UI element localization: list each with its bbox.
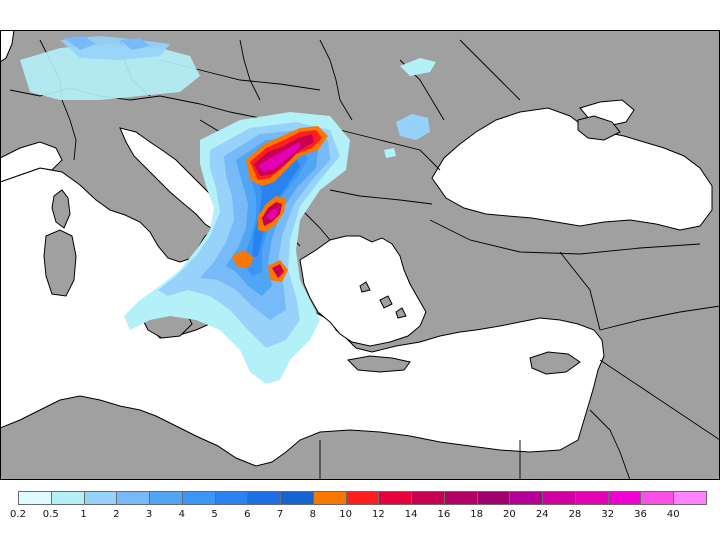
legend-swatch xyxy=(149,491,183,505)
legend-label: 14 xyxy=(404,509,418,520)
crimea xyxy=(577,115,621,141)
legend-label: 10 xyxy=(339,509,352,520)
legend-swatch xyxy=(345,491,380,505)
legend-label: 20 xyxy=(503,509,516,520)
legend-swatch xyxy=(280,491,314,505)
legend-swatch xyxy=(181,491,216,505)
legend-swatch xyxy=(476,491,511,505)
legend-label: 40 xyxy=(666,509,680,520)
legend-label: 24 xyxy=(535,509,549,520)
cyprus xyxy=(529,351,581,375)
legend-swatch xyxy=(411,491,445,505)
legend-swatch xyxy=(574,491,609,505)
legend-swatch xyxy=(312,491,347,505)
legend-swatch xyxy=(214,491,249,505)
legend-label: 3 xyxy=(145,509,153,520)
ligurian-sea xyxy=(0,141,63,183)
legend-swatch xyxy=(50,491,85,505)
legend-swatch xyxy=(542,491,576,505)
sardinia xyxy=(43,229,77,297)
aegean-island-b xyxy=(359,281,371,293)
legend-label: 16 xyxy=(437,509,451,520)
legend-swatch xyxy=(18,491,52,505)
legend-swatch xyxy=(509,491,544,505)
legend-label: 1 xyxy=(80,509,87,520)
precipitation-legend xyxy=(0,480,720,540)
legend-label: 7 xyxy=(276,509,284,520)
legend-swatch xyxy=(378,491,413,505)
legend-label: 2 xyxy=(113,509,120,520)
crete xyxy=(346,355,411,373)
legend-label: 0.2 xyxy=(10,509,26,520)
legend-label: 28 xyxy=(568,509,582,520)
legend-swatch xyxy=(607,491,642,505)
legend-label: 0.5 xyxy=(42,509,59,520)
legend-swatch xyxy=(116,491,151,505)
aegean-island-c xyxy=(395,307,407,319)
legend-label: 12 xyxy=(372,509,385,520)
corsica xyxy=(51,189,71,229)
islands xyxy=(43,115,621,375)
legend-swatch xyxy=(673,491,707,505)
legend-swatch xyxy=(247,491,282,505)
aegean-island-a xyxy=(379,295,393,309)
legend-label: 36 xyxy=(634,509,647,520)
legend-label: 8 xyxy=(309,509,317,520)
legend-swatch xyxy=(640,491,675,505)
precipitation-overlay xyxy=(20,36,436,384)
top-band xyxy=(0,0,720,30)
legend-label: 6 xyxy=(244,509,251,520)
legend-label: 4 xyxy=(178,509,185,520)
legend-label: 18 xyxy=(470,509,484,520)
legend-label: 32 xyxy=(601,509,615,520)
legend-label: 5 xyxy=(211,509,218,520)
precipitation-map xyxy=(0,0,720,480)
legend-swatch xyxy=(443,491,478,505)
legend-swatch xyxy=(83,491,118,505)
black-sea xyxy=(431,107,713,231)
